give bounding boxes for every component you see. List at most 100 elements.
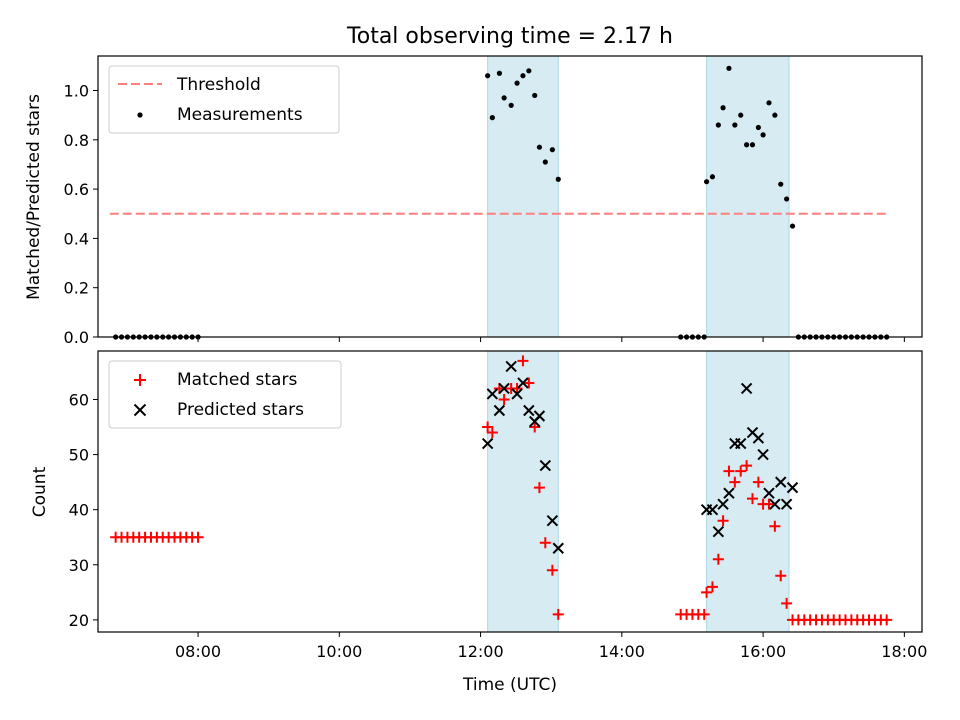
measurements-point bbox=[489, 115, 495, 121]
top-y-axis-label: Matched/Predicted stars bbox=[24, 94, 44, 300]
matched-stars-point bbox=[781, 597, 793, 609]
predicted-stars-point bbox=[780, 498, 793, 510]
predicted-stars-point bbox=[523, 404, 535, 417]
predicted-stars-point bbox=[486, 388, 499, 400]
bottom-y-axis-label: Count bbox=[30, 466, 50, 517]
predicted-stars-point bbox=[769, 498, 781, 510]
matched-stars-point bbox=[741, 460, 753, 472]
matched-stars-point bbox=[529, 421, 541, 433]
matched-stars-point bbox=[769, 520, 781, 532]
matched-stars-point bbox=[752, 476, 764, 488]
top-axes-frame bbox=[97, 55, 923, 338]
predicted-stars-point bbox=[775, 476, 787, 488]
predicted-stars-point bbox=[706, 503, 719, 516]
measurements-point bbox=[744, 142, 750, 148]
matched-stars-point bbox=[486, 427, 498, 439]
predicted-stars-point bbox=[740, 382, 753, 395]
matched-stars-point bbox=[546, 564, 558, 576]
measurements-point bbox=[760, 132, 766, 138]
legend-predicted-swatch bbox=[133, 403, 147, 417]
measurements-point bbox=[766, 100, 772, 106]
measurements-point bbox=[526, 68, 532, 74]
matched-stars-point bbox=[498, 393, 510, 405]
x-tick-label: 16:00 bbox=[740, 642, 786, 661]
matched-stars-point bbox=[735, 465, 747, 477]
measurements-point bbox=[536, 144, 543, 150]
measurements-point bbox=[755, 124, 761, 131]
measurements-point bbox=[703, 179, 710, 185]
predicted-stars-point bbox=[511, 388, 523, 400]
matched-stars-point bbox=[517, 355, 529, 367]
predicted-stars-point bbox=[493, 404, 506, 417]
legend-matched-label: Matched stars bbox=[177, 370, 297, 390]
predicted-stars-point bbox=[723, 487, 735, 499]
measurements-point bbox=[485, 73, 491, 79]
predicted-stars-point bbox=[752, 432, 765, 444]
predicted-stars-point bbox=[546, 514, 559, 527]
matched-stars-point bbox=[712, 553, 724, 565]
measurements-point bbox=[520, 73, 526, 79]
bottom-legend: Matched stars Predicted stars bbox=[108, 360, 342, 429]
predicted-stars-point bbox=[735, 437, 747, 450]
measurements-point bbox=[778, 181, 784, 187]
matched-stars-point bbox=[523, 377, 535, 389]
legend-predicted-label: Predicted stars bbox=[177, 400, 304, 420]
matched-stars-point bbox=[717, 515, 729, 527]
legend-threshold-label: Threshold bbox=[176, 75, 261, 95]
x-axis-label: Time (UTC) bbox=[462, 675, 557, 695]
observing-interval-band bbox=[487, 55, 559, 338]
predicted-stars-point bbox=[717, 498, 729, 510]
observing-interval-band bbox=[706, 55, 790, 338]
predicted-stars-point bbox=[539, 459, 552, 472]
bottom-axes-frame bbox=[97, 350, 923, 633]
predicted-stars-point bbox=[712, 526, 725, 538]
y-tick-label: 20 bbox=[69, 611, 89, 630]
matched-stars-point bbox=[729, 476, 741, 488]
measurements-point bbox=[508, 102, 514, 108]
measurements-point bbox=[749, 142, 756, 148]
measurements-point bbox=[784, 196, 790, 202]
measurements-point bbox=[549, 147, 555, 153]
predicted-stars-point bbox=[533, 410, 546, 422]
measurements-point bbox=[514, 80, 520, 86]
predicted-stars-point bbox=[786, 481, 799, 494]
measurements-point bbox=[501, 95, 507, 101]
top-legend-box bbox=[108, 65, 340, 134]
matched-stars-point bbox=[775, 570, 787, 582]
y-tick-label: 60 bbox=[69, 390, 89, 409]
y-tick-label: 0.6 bbox=[64, 180, 89, 199]
chart-title: Total observing time = 2.17 h bbox=[346, 24, 673, 49]
y-tick-label: 0.2 bbox=[64, 279, 89, 298]
matched-stars-point bbox=[552, 608, 564, 620]
matched-stars-point bbox=[746, 493, 758, 505]
x-tick-label: 08:00 bbox=[175, 642, 221, 661]
x-tick-label: 10:00 bbox=[316, 642, 362, 661]
measurements-point bbox=[496, 70, 503, 76]
matched-stars-point bbox=[706, 581, 718, 593]
predicted-stars-point bbox=[757, 448, 769, 461]
measurements-point bbox=[738, 112, 744, 118]
y-tick-label: 30 bbox=[69, 556, 89, 575]
measurements-point bbox=[720, 105, 726, 111]
matched-stars-point bbox=[539, 537, 551, 549]
y-tick-label: 40 bbox=[69, 501, 89, 520]
measurements-point bbox=[555, 176, 561, 182]
matched-stars-point bbox=[723, 465, 735, 477]
measurements-point bbox=[732, 122, 738, 128]
x-tick-label: 12:00 bbox=[458, 642, 504, 661]
x-tick-label: 18:00 bbox=[881, 642, 927, 661]
matched-stars-point bbox=[701, 586, 713, 598]
y-tick-label: 0.8 bbox=[64, 131, 89, 150]
legend-measurements-label: Measurements bbox=[177, 105, 303, 125]
predicted-stars-point bbox=[517, 377, 529, 389]
matched-stars-point bbox=[482, 421, 494, 433]
y-tick-label: 0.4 bbox=[64, 229, 89, 248]
legend-matched-swatch bbox=[134, 374, 146, 386]
x-tick-label: 14:00 bbox=[599, 642, 645, 661]
observing-interval-band bbox=[706, 350, 790, 633]
matched-stars-point bbox=[763, 498, 775, 510]
measurements-point bbox=[772, 112, 778, 118]
legend-measurements-swatch bbox=[137, 112, 143, 118]
measurements-point bbox=[542, 159, 548, 165]
measurements-point bbox=[709, 174, 716, 180]
